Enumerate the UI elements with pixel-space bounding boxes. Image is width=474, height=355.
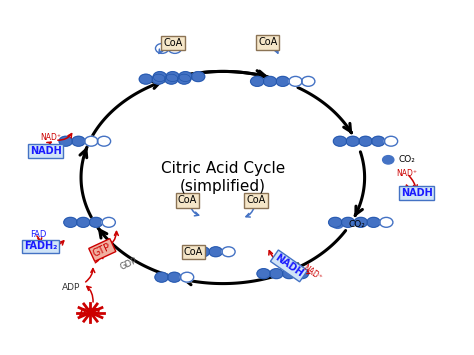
Circle shape	[64, 217, 77, 227]
Text: FADH₂: FADH₂	[24, 241, 57, 251]
Circle shape	[346, 136, 359, 146]
Circle shape	[155, 43, 169, 53]
Circle shape	[72, 136, 85, 146]
Circle shape	[59, 136, 73, 146]
Circle shape	[383, 155, 394, 164]
Circle shape	[257, 269, 270, 279]
Circle shape	[295, 269, 309, 279]
Circle shape	[359, 136, 372, 146]
Circle shape	[181, 272, 194, 282]
Circle shape	[165, 74, 178, 84]
Text: NAD⁺: NAD⁺	[397, 169, 418, 179]
Circle shape	[332, 220, 343, 228]
Text: Citric Acid Cycle
(simplified): Citric Acid Cycle (simplified)	[161, 161, 285, 194]
Text: ADP: ADP	[63, 283, 81, 292]
Circle shape	[301, 76, 315, 86]
Circle shape	[372, 136, 385, 146]
Text: FAD: FAD	[30, 230, 47, 239]
Circle shape	[209, 247, 222, 257]
Circle shape	[179, 72, 192, 82]
Circle shape	[168, 43, 182, 53]
Text: CoA: CoA	[246, 196, 265, 206]
Circle shape	[155, 272, 168, 282]
Circle shape	[283, 269, 296, 279]
Circle shape	[77, 217, 90, 227]
Text: CoA: CoA	[164, 38, 183, 48]
Circle shape	[196, 247, 210, 257]
Circle shape	[264, 76, 277, 86]
Text: CoA: CoA	[184, 247, 203, 257]
Text: CO₂: CO₂	[348, 220, 365, 229]
Text: CO₂: CO₂	[399, 155, 416, 164]
Circle shape	[85, 136, 98, 146]
Circle shape	[153, 72, 166, 82]
Circle shape	[289, 76, 302, 86]
Text: GDP: GDP	[118, 256, 138, 272]
Text: NADH: NADH	[401, 189, 432, 198]
Circle shape	[152, 74, 165, 84]
Text: GTP: GTP	[91, 241, 113, 258]
Circle shape	[276, 76, 289, 86]
Circle shape	[191, 72, 205, 82]
Circle shape	[102, 217, 115, 227]
Circle shape	[380, 217, 393, 227]
Text: NAD⁺: NAD⁺	[40, 133, 61, 142]
Text: CoA: CoA	[178, 196, 197, 206]
Circle shape	[222, 247, 235, 257]
Circle shape	[328, 217, 342, 227]
Circle shape	[177, 74, 191, 84]
Text: NAD⁺: NAD⁺	[301, 263, 324, 283]
Circle shape	[354, 217, 367, 227]
Circle shape	[166, 72, 179, 82]
Circle shape	[341, 217, 355, 227]
Text: ATP: ATP	[80, 307, 101, 318]
Circle shape	[139, 74, 153, 84]
Circle shape	[384, 136, 398, 146]
Circle shape	[251, 76, 264, 86]
Circle shape	[97, 136, 110, 146]
Text: NADH: NADH	[30, 146, 62, 156]
Circle shape	[333, 136, 346, 146]
Text: NADH: NADH	[273, 253, 305, 279]
Circle shape	[168, 272, 181, 282]
Circle shape	[367, 217, 380, 227]
Circle shape	[270, 269, 283, 279]
Text: CoA: CoA	[258, 37, 277, 48]
Circle shape	[90, 217, 102, 227]
